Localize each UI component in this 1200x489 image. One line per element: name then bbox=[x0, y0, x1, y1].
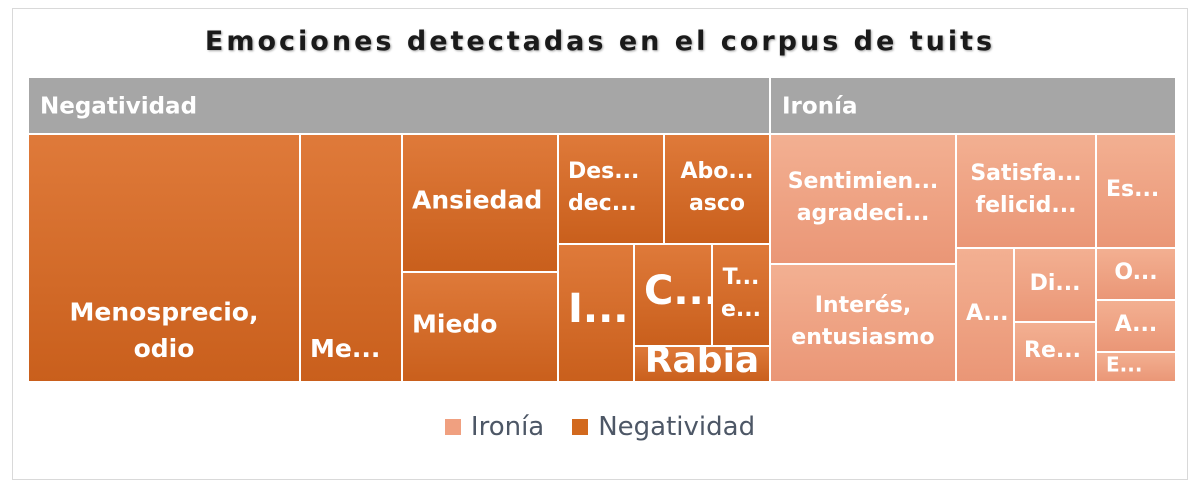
treemap-label-ironia-0: Sentimien... agradeci... bbox=[788, 169, 939, 226]
treemap-cell-ironia-1 bbox=[955, 133, 1097, 249]
treemap-cell-negatividad-5 bbox=[663, 133, 771, 245]
treemap-cell-ironia-4 bbox=[955, 247, 1015, 383]
legend-item-ironia: Ironía bbox=[444, 412, 545, 442]
legend: Ironía Negatividad bbox=[0, 412, 1200, 442]
legend-label-ironia: Ironía bbox=[470, 412, 545, 442]
treemap-label-negatividad-0: Menosprecio, odio bbox=[70, 298, 259, 363]
treemap-cell-ironia-2 bbox=[1095, 133, 1177, 249]
legend-label-negatividad: Negatividad bbox=[598, 412, 756, 442]
treemap-label-ironia-1: Satisfa... felicid... bbox=[970, 161, 1081, 218]
treemap-cell-ironia-8 bbox=[1095, 299, 1177, 353]
legend-swatch-negatividad bbox=[572, 419, 589, 435]
treemap-label-negatividad-2: Ansiedad bbox=[412, 186, 542, 215]
treemap-cell-negatividad-0 bbox=[27, 133, 301, 383]
treemap-cell-negatividad-4 bbox=[557, 133, 665, 245]
group-header-label-ironia: Ironía bbox=[782, 94, 857, 120]
treemap-label-ironia-9: E... bbox=[1106, 353, 1142, 377]
treemap-cell-ironia-0 bbox=[769, 133, 957, 265]
treemap-label-negatividad-8: T... e... bbox=[721, 265, 761, 322]
group-header-ironia bbox=[769, 76, 1177, 135]
treemap-label-negatividad-5: Abo... asco bbox=[681, 159, 754, 216]
treemap-label-ironia-2: Es... bbox=[1106, 177, 1159, 202]
treemap-cell-ironia-6 bbox=[1013, 321, 1097, 383]
treemap-cell-ironia-9 bbox=[1095, 351, 1177, 383]
treemap-label-negatividad-1: Me... bbox=[310, 334, 380, 363]
treemap-label-ironia-3: Interés, entusiasmo bbox=[791, 293, 934, 350]
treemap-label-negatividad-4: Des... dec... bbox=[568, 159, 639, 216]
treemap-label-negatividad-3: Miedo bbox=[412, 310, 497, 339]
treemap-label-ironia-8: A... bbox=[1115, 312, 1158, 337]
treemap-cell-ironia-3 bbox=[769, 263, 957, 383]
chart-title: Emociones detectadas en el corpus de tui… bbox=[204, 26, 996, 57]
group-header-label-negatividad: Negatividad bbox=[40, 94, 197, 120]
treemap-cell-ironia-7 bbox=[1095, 247, 1177, 301]
treemap-cell-negatividad-6 bbox=[557, 243, 635, 383]
treemap-cell-negatividad-1 bbox=[299, 133, 403, 383]
treemap-label-ironia-7: O... bbox=[1114, 260, 1157, 285]
treemap-label-ironia-5: Di... bbox=[1030, 271, 1081, 296]
legend-swatch-ironia bbox=[444, 419, 461, 435]
treemap-cell-negatividad-3 bbox=[401, 271, 559, 383]
treemap-label-negatividad-6: I... bbox=[568, 286, 628, 332]
treemap-label-negatividad-7: C... bbox=[644, 268, 719, 314]
treemap-cell-negatividad-8 bbox=[711, 243, 771, 347]
treemap-label-negatividad-9: Rabia bbox=[645, 340, 759, 381]
treemap-label-ironia-6: Re... bbox=[1024, 338, 1081, 363]
treemap-label-ironia-4: A... bbox=[966, 301, 1009, 326]
group-header-negatividad bbox=[27, 76, 771, 135]
legend-item-negatividad: Negatividad bbox=[572, 412, 755, 442]
